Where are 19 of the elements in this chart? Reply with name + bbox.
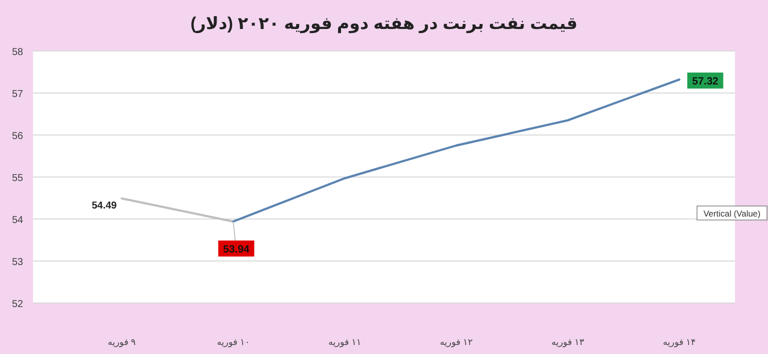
x-tick-label: ۱۴ فوریه	[662, 337, 696, 348]
x-tick-label: ۱۱ فوریه	[328, 337, 362, 348]
x-tick-label: ۱۳ فوریه	[551, 337, 584, 348]
y-tick-label: 53	[12, 257, 24, 268]
x-tick-label: ۹ فوریه	[108, 337, 136, 348]
y-tick-label: 57	[12, 89, 24, 100]
chart-title: قیمت نفت برنت در هفته دوم فوریه ۲۰۲۰ (دلار)	[190, 14, 578, 34]
y-tick-label: 55	[12, 173, 24, 184]
data-label: 54.49	[92, 200, 118, 212]
data-label: 57.32	[692, 76, 719, 88]
y-tick-label: 58	[12, 47, 24, 58]
x-tick-label: ۱۲ فوریه	[440, 337, 473, 348]
y-tick-label: 54	[12, 215, 24, 226]
y-tick-label: 52	[12, 299, 24, 310]
y-tick-label: 56	[12, 131, 24, 142]
data-label: 53.94	[223, 244, 250, 256]
annotation: Vertical (Value)	[703, 208, 761, 218]
line-series	[232, 78, 680, 223]
x-tick-label: ۱۰ فوریه	[216, 337, 250, 348]
